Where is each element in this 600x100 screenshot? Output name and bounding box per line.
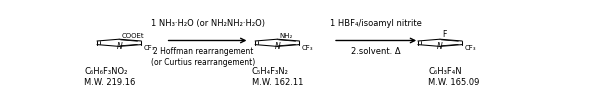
Text: CF₃: CF₃ <box>464 45 476 51</box>
Text: M.W. 219.16: M.W. 219.16 <box>84 78 136 87</box>
Text: NH₂: NH₂ <box>280 33 293 39</box>
Text: N: N <box>274 42 280 51</box>
Text: 1 HBF₄/isoamyl nitrite: 1 HBF₄/isoamyl nitrite <box>330 19 422 28</box>
Text: N: N <box>116 42 122 51</box>
Text: CF₃: CF₃ <box>302 45 313 51</box>
Text: 2.solvent. Δ: 2.solvent. Δ <box>351 47 401 56</box>
Text: C₅H₄F₃N₂: C₅H₄F₃N₂ <box>252 67 289 76</box>
Text: F: F <box>442 30 447 39</box>
Text: COOEt: COOEt <box>121 33 144 39</box>
Text: M.W. 165.09: M.W. 165.09 <box>428 78 480 87</box>
Text: N: N <box>437 42 443 51</box>
Text: 1 NH₃·H₂O (or NH₂NH₂·H₂O): 1 NH₃·H₂O (or NH₂NH₂·H₂O) <box>151 19 265 28</box>
Text: C₆H₆F₃NO₂: C₆H₆F₃NO₂ <box>84 67 128 76</box>
Text: M.W. 162.11: M.W. 162.11 <box>252 78 303 87</box>
Text: CF₃: CF₃ <box>143 45 155 51</box>
Text: C₆H₃F₄N: C₆H₃F₄N <box>428 67 462 76</box>
Text: 2 Hoffman rearrangement: 2 Hoffman rearrangement <box>152 47 253 56</box>
Text: (or Curtius rearrangement): (or Curtius rearrangement) <box>151 58 255 67</box>
